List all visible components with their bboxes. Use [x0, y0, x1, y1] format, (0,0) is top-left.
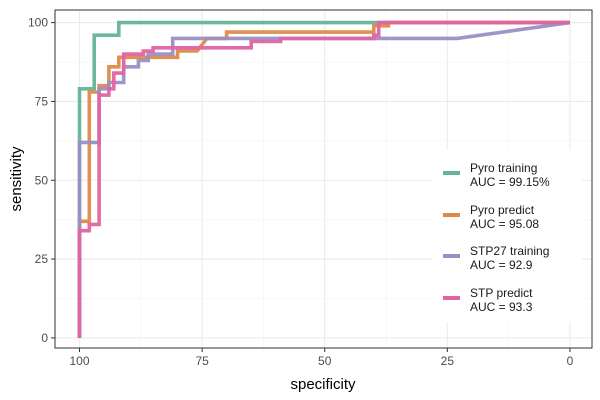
legend-label-3: STP predict	[470, 286, 533, 300]
roc-line-1	[77, 20, 570, 338]
roc-curves	[77, 20, 571, 338]
y-tick-label: 0	[41, 331, 48, 345]
x-tick-label: 25	[441, 354, 455, 368]
legend-auc-3: AUC = 93.3	[470, 300, 533, 314]
x-tick-label: 75	[195, 354, 209, 368]
y-tick-label: 75	[35, 94, 49, 108]
y-tick-label: 25	[35, 252, 49, 266]
legend-auc-0: AUC = 99.15%	[470, 175, 550, 189]
x-axis-ticks: 100 75 50 25 0	[70, 348, 574, 368]
x-axis-title: specificity	[290, 376, 356, 393]
x-tick-label: 50	[318, 354, 332, 368]
legend-background	[432, 150, 582, 322]
y-axis-ticks: 0 25 50 75 100	[28, 16, 55, 345]
legend-auc-2: AUC = 92.9	[470, 258, 533, 272]
roc-line-0	[77, 20, 570, 338]
x-tick-label: 100	[70, 354, 90, 368]
y-tick-label: 50	[35, 173, 49, 187]
y-axis-title: sensitivity	[8, 146, 25, 212]
legend-label-1: Pyro predict	[470, 203, 535, 217]
roc-line-3	[77, 20, 570, 338]
x-tick-label: 0	[567, 354, 574, 368]
plot-panel-border	[54, 9, 593, 349]
legend-label-2: STP27 training	[470, 244, 549, 258]
y-tick-label: 100	[28, 16, 48, 30]
legend-auc-1: AUC = 95.08	[470, 217, 539, 231]
legend-label-0: Pyro training	[470, 161, 537, 175]
